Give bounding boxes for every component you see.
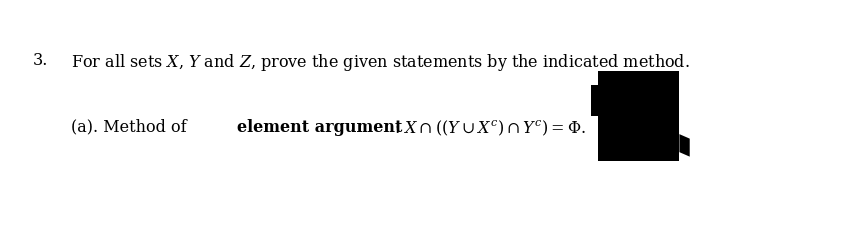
Text: : $X \cap ((Y \cup X^c) \cap Y^c) = \Phi.$: : $X \cap ((Y \cup X^c) \cap Y^c) = \Phi…: [394, 118, 586, 138]
Text: (a). Method of: (a). Method of: [71, 118, 192, 136]
Text: For all sets $X$, $Y$ and $Z$, prove the given statements by the indicated metho: For all sets $X$, $Y$ and $Z$, prove the…: [71, 52, 691, 73]
Text: element argument: element argument: [237, 118, 402, 136]
Text: 3.: 3.: [33, 52, 48, 69]
